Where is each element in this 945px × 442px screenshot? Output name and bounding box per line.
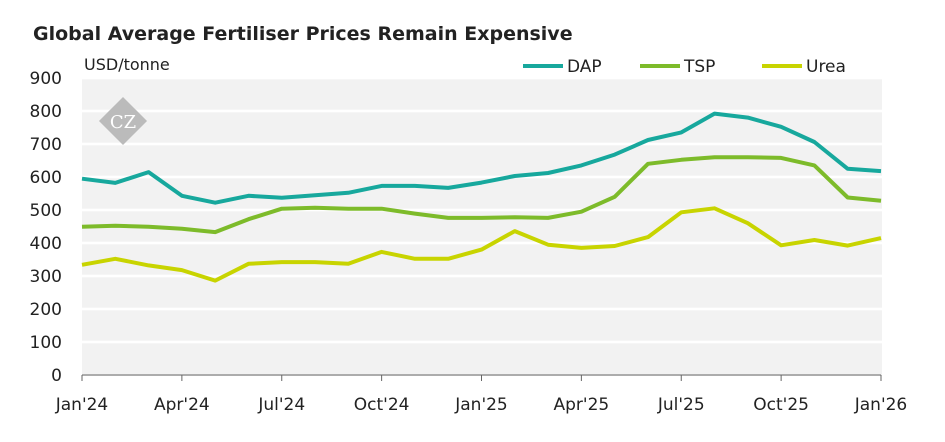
x-tick-label: Oct'25 bbox=[753, 395, 809, 415]
y-tick-label: 500 bbox=[30, 201, 62, 221]
y-tick-label: 300 bbox=[30, 267, 62, 287]
y-tick-label: 600 bbox=[30, 168, 62, 188]
plot-area bbox=[82, 78, 882, 376]
chart-title: Global Average Fertiliser Prices Remain … bbox=[33, 23, 573, 45]
y-tick-label: 900 bbox=[30, 69, 62, 89]
x-tick-label: Jan'25 bbox=[454, 395, 508, 415]
svg-text:CZ: CZ bbox=[110, 112, 136, 133]
legend-label-tsp: TSP bbox=[683, 57, 715, 77]
y-tick-label: 700 bbox=[30, 135, 62, 155]
y-tick-label: 100 bbox=[30, 333, 62, 353]
legend-label-urea: Urea bbox=[806, 57, 846, 77]
legend-label-dap: DAP bbox=[567, 57, 602, 77]
x-tick-label: Apr'25 bbox=[554, 395, 610, 415]
y-tick-label: 400 bbox=[30, 234, 62, 254]
logo-watermark: CZ bbox=[98, 96, 148, 146]
x-tick-label: Jan'26 bbox=[854, 395, 908, 415]
y-tick-label: 200 bbox=[30, 300, 62, 320]
y-axis-label: USD/tonne bbox=[84, 55, 170, 74]
x-tick-label: Jul'24 bbox=[257, 395, 305, 415]
y-tick-label: 800 bbox=[30, 102, 62, 122]
x-tick-label: Oct'24 bbox=[354, 395, 410, 415]
x-tick-label: Apr'24 bbox=[154, 395, 210, 415]
x-tick-label: Jul'25 bbox=[657, 395, 705, 415]
x-tick-label: Jan'24 bbox=[55, 395, 109, 415]
y-tick-label: 0 bbox=[51, 366, 62, 386]
